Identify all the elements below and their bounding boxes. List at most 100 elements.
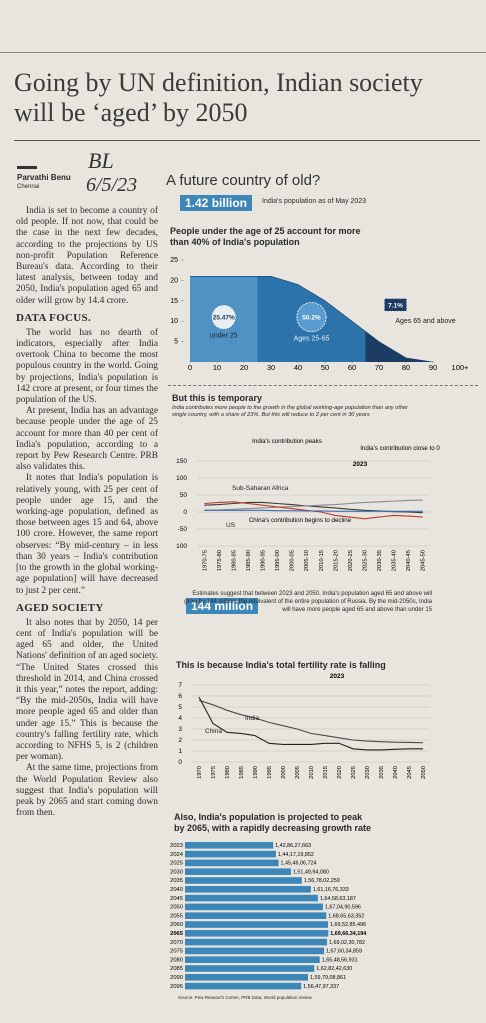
value-label: 1,56,47,97,337 <box>303 984 339 990</box>
bar <box>185 842 274 849</box>
bar <box>185 912 327 919</box>
x-tick-label: 2030 <box>365 766 371 779</box>
x-tick-label: 0 <box>188 363 192 372</box>
y-tick-label: 15 <box>170 298 178 305</box>
x-tick-label: 30 <box>267 363 275 372</box>
y-tick-label: -50 <box>178 526 188 533</box>
y-tick-label: 4 <box>178 715 182 722</box>
segment-label: Ages 25-65 <box>294 336 330 343</box>
series-label: China <box>205 728 222 735</box>
x-tick-label: 70 <box>375 363 383 372</box>
y-tick-label: 7 <box>178 682 182 689</box>
y-tick-label: 2045 <box>170 896 183 902</box>
x-tick-label: 1980 <box>225 766 231 779</box>
bar <box>185 938 327 946</box>
x-tick-label: 1975-80 <box>217 550 223 571</box>
x-tick-label: 2010 <box>309 766 315 779</box>
share-label: 50.2% <box>302 315 321 322</box>
annotation: India's contribution peaks <box>252 438 322 445</box>
x-tick-label: 80 <box>402 363 410 372</box>
y-tick-label: 1 <box>178 748 182 755</box>
subheading: DATA FOCUS. <box>16 311 92 324</box>
y-tick-label: 5 <box>178 704 182 711</box>
y-tick-label: 2024 <box>170 852 184 858</box>
value-label: 1,62,82,42,630 <box>316 966 352 972</box>
author: Parvathi Benu <box>17 173 71 182</box>
value-label: 1,44,17,19,852 <box>278 852 314 858</box>
paragraph: At present, India has an advantage becau… <box>16 406 158 473</box>
paragraph: The world has no dearth of indicators, e… <box>16 327 158 406</box>
value-label: 1,51,49,94,080 <box>293 869 329 875</box>
bar <box>185 903 323 911</box>
x-tick-label: 40 <box>294 363 302 372</box>
x-tick-label: 2020 <box>337 766 343 779</box>
stat-figure: 144 million <box>186 598 259 614</box>
y-tick-label: 2065 <box>170 931 184 937</box>
segment-label: under 25 <box>210 333 238 340</box>
series-label: US <box>226 522 236 529</box>
series-label: India <box>245 715 259 722</box>
x-tick-label: 2010-15 <box>319 550 325 571</box>
x-tick-label: 2015 <box>323 766 329 779</box>
location: Chennai <box>17 184 40 190</box>
y-tick-label: 2080 <box>170 957 183 963</box>
value-label: 1,69,02,30,782 <box>329 940 365 946</box>
y-tick-label: 2023 <box>170 843 183 849</box>
y-tick-label: 50 <box>180 492 188 499</box>
kicker: A future country of old? <box>166 172 321 189</box>
top-rule <box>0 52 486 53</box>
y-tick-label: 2060 <box>170 922 183 928</box>
handwritten-note: 6/5/23 <box>86 174 138 196</box>
x-tick-label: 2000-05 <box>290 550 296 571</box>
value-label: 1,69,52,85,496 <box>330 922 366 928</box>
x-tick-label: 2045 <box>407 766 413 779</box>
y-tick-label: 0 <box>178 759 182 766</box>
y-tick-label: 2 <box>178 737 182 744</box>
x-tick-label: 1995 <box>267 766 273 779</box>
chart-title: This is because India's total fertility … <box>176 660 386 670</box>
x-tick-label: 100+ <box>452 363 470 372</box>
y-tick-label: 5 <box>174 339 178 346</box>
value-label: 1,68,65,63,352 <box>328 913 364 919</box>
share-label: 25.47% <box>213 315 235 322</box>
share-box <box>384 298 407 312</box>
paragraph: India is set to become a country of old … <box>16 206 158 306</box>
x-tick-label: 20 <box>240 363 248 372</box>
line <box>198 696 423 751</box>
x-tick-label: 1990 <box>253 766 259 779</box>
x-tick-label: 2035 <box>379 766 385 779</box>
bar <box>185 868 291 875</box>
bar <box>185 974 308 981</box>
bar <box>185 877 302 884</box>
segment-label: Ages 65 and above <box>395 318 455 325</box>
value-label: 1,42,86,27,663 <box>275 843 311 849</box>
line <box>204 499 423 511</box>
article: India is set to become a country of old … <box>16 206 158 819</box>
x-tick-label: 2030-35 <box>377 550 383 571</box>
chart-title: People under the age of 25 account for m… <box>170 226 361 247</box>
bar <box>185 921 329 928</box>
y-tick-label: 100 <box>176 475 187 482</box>
value-label: 1,67,04,90,596 <box>325 905 361 911</box>
source: Source: Pew Research Centre, PRB Data, W… <box>178 995 312 1000</box>
x-tick-label: 1995-00 <box>275 550 281 571</box>
y-tick-label: 2075 <box>170 949 183 955</box>
bar <box>185 982 302 990</box>
annotation: 2023 <box>330 673 345 680</box>
x-tick-label: 2025 <box>351 766 357 779</box>
y-tick-label: 2055 <box>170 913 183 919</box>
y-tick-label: 2025 <box>170 861 183 867</box>
bar <box>185 965 315 972</box>
x-tick-label: 1990-95 <box>261 550 267 571</box>
bar <box>185 850 276 858</box>
y-tick-label: 2035 <box>170 878 183 884</box>
x-tick-label: 2015-20 <box>333 550 339 571</box>
share-label: 7.1% <box>388 302 403 309</box>
y-tick-label: 2030 <box>170 869 183 875</box>
stat-text: Estimates suggest that between 2023 and … <box>184 591 432 613</box>
chart-title: Also, India's population is projected to… <box>174 812 372 833</box>
x-tick-label: 1985 <box>239 766 245 779</box>
annotation: India's contribution close to 0 <box>360 445 440 452</box>
